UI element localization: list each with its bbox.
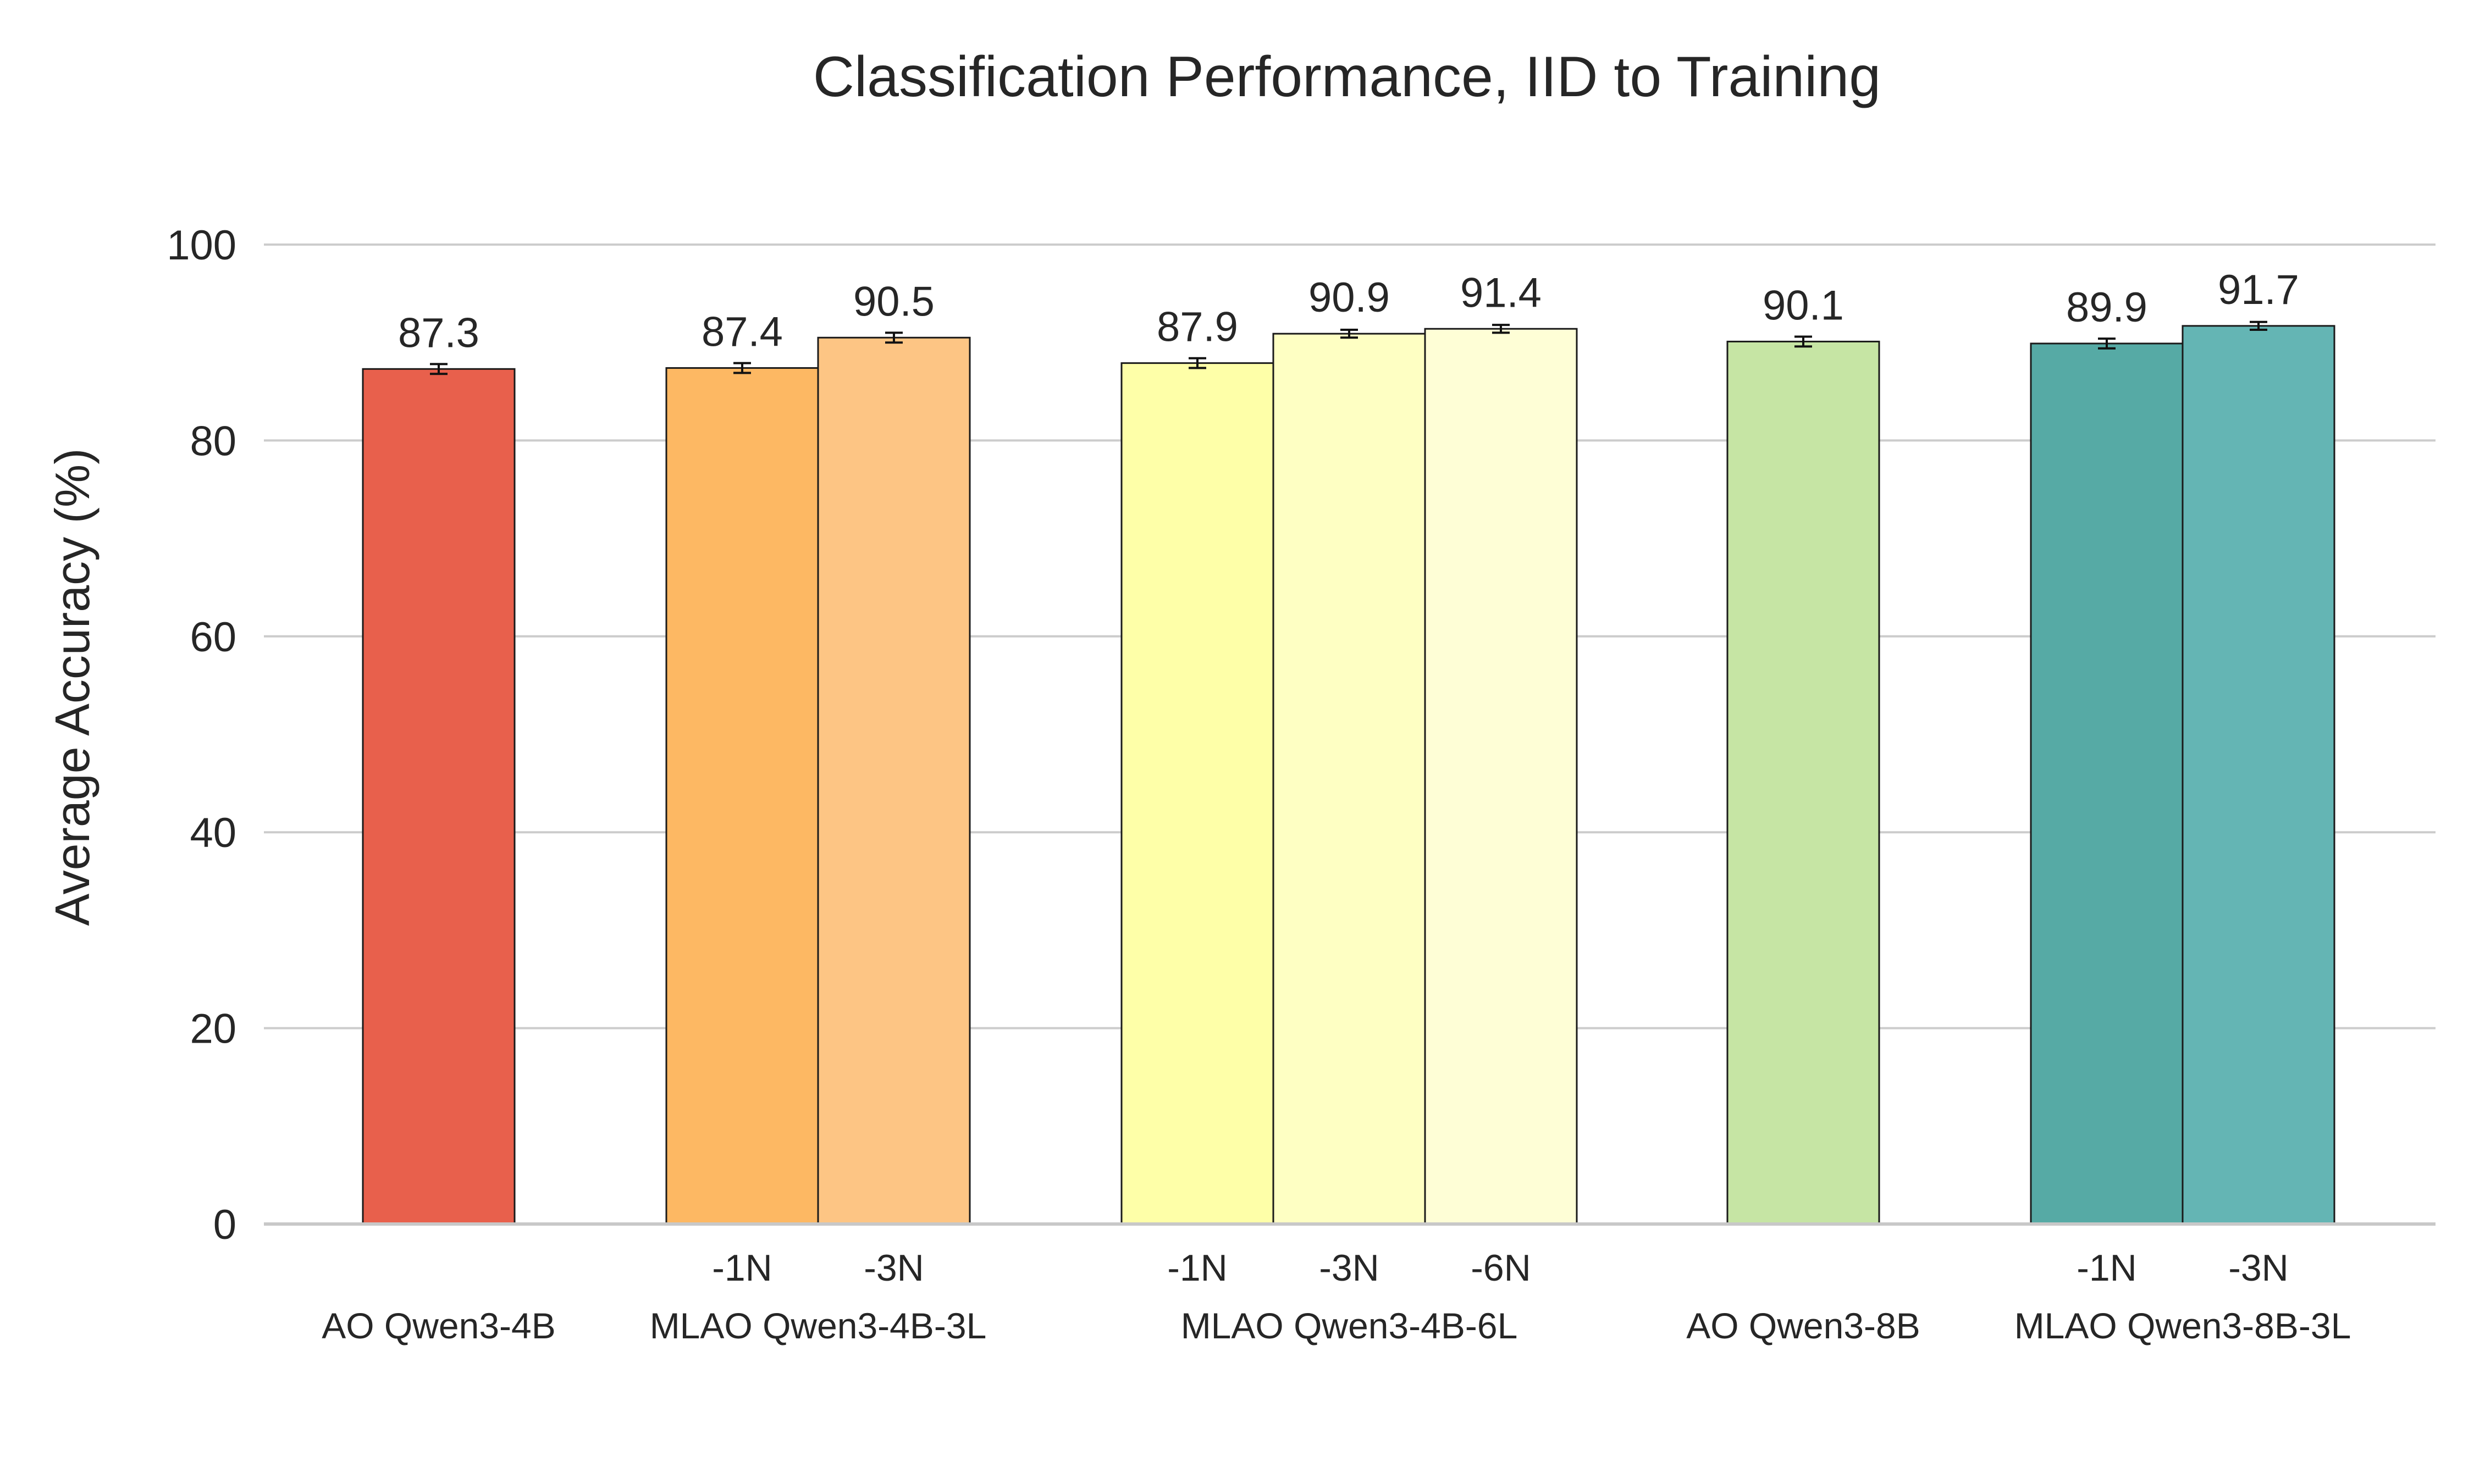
bar <box>2182 325 2335 1225</box>
bar <box>1120 362 1274 1225</box>
value-label: 90.9 <box>1308 274 1390 321</box>
group-label: AO Qwen3-8B <box>1686 1305 1920 1346</box>
y-tick-label: 0 <box>213 1201 236 1248</box>
y-tick-label: 100 <box>167 222 236 269</box>
value-label: 91.4 <box>1460 269 1542 316</box>
value-label: 90.1 <box>1763 282 1844 329</box>
bar <box>1726 340 1880 1225</box>
bar-sub-label: -1N <box>712 1247 772 1289</box>
value-label: 89.9 <box>2066 284 2147 331</box>
bar <box>362 368 516 1225</box>
bar <box>665 367 819 1225</box>
bars <box>264 320 2436 1226</box>
value-label: 87.3 <box>398 309 479 356</box>
bar-sub-label: -3N <box>1319 1247 1379 1289</box>
bar <box>2030 342 2184 1225</box>
y-tick-label: 80 <box>190 418 236 464</box>
group-label: MLAO Qwen3-4B-3L <box>650 1305 987 1346</box>
labels: 0 20 40 60 80 100 87.3 AO Qwen3-4B 87.4 -1N 90.5 -3… <box>167 222 2351 1346</box>
value-label: 87.4 <box>702 309 783 356</box>
bar-sub-label: -1N <box>1167 1247 1228 1289</box>
group-label: MLAO Qwen3-8B-3L <box>2014 1305 2351 1346</box>
chart-title: Classification Performance, IID to Train… <box>813 45 1881 109</box>
bar-sub-label: -3N <box>864 1247 924 1289</box>
bar-sub-label: -3N <box>2228 1247 2289 1289</box>
y-axis-label: Average Accuracy (%) <box>45 448 100 926</box>
value-label: 87.9 <box>1157 304 1238 351</box>
y-tick-label: 40 <box>190 810 236 856</box>
bar-sub-label: -1N <box>2077 1247 2137 1289</box>
bar <box>817 336 971 1225</box>
bar <box>1424 328 1578 1225</box>
bar-sub-label: -6N <box>1471 1247 1531 1289</box>
bar <box>1272 333 1426 1225</box>
value-label: 91.7 <box>2218 267 2299 313</box>
y-tick-label: 60 <box>190 614 236 661</box>
y-tick-label: 20 <box>190 1006 236 1053</box>
group-label: MLAO Qwen3-4B-6L <box>1181 1305 1518 1346</box>
group-label: AO Qwen3-4B <box>322 1305 556 1346</box>
value-label: 90.5 <box>853 278 935 325</box>
